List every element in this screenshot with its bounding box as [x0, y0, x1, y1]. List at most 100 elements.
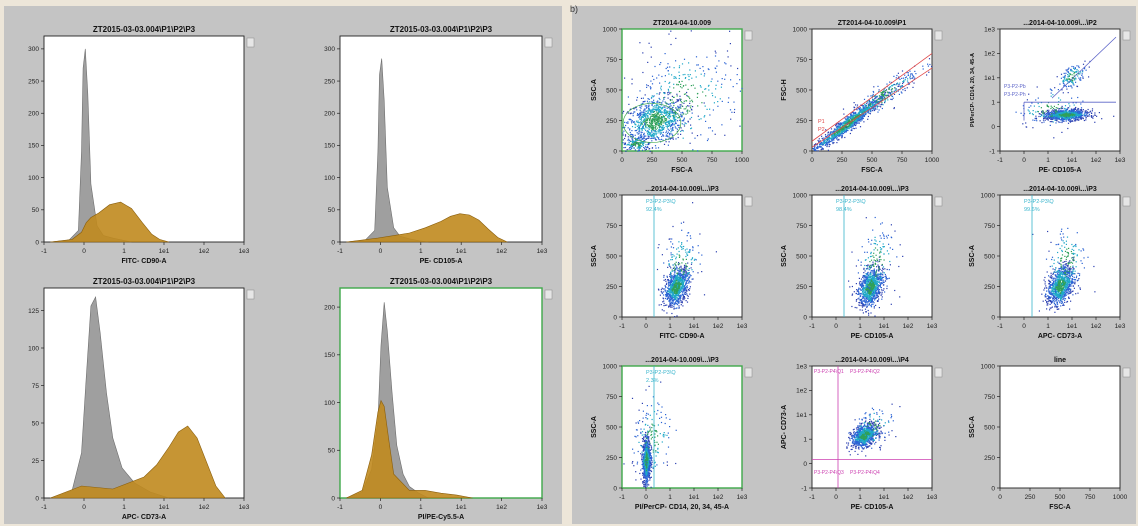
scatter-point — [898, 93, 900, 95]
scatter-point — [1048, 106, 1050, 108]
scatter-point — [673, 112, 675, 114]
scatter-point — [685, 288, 687, 290]
y-tick-label: 50 — [32, 207, 40, 214]
scatter-point — [625, 150, 627, 152]
scatter-point — [679, 279, 681, 281]
scatter-point — [647, 133, 649, 135]
scatter-point — [664, 108, 666, 110]
x-tick-label: -1 — [337, 248, 343, 255]
scatter-point — [853, 116, 855, 118]
scatter-point — [1048, 113, 1050, 115]
scatter-point — [683, 113, 685, 115]
scatter-point — [675, 77, 677, 79]
scatter-point — [1035, 111, 1037, 113]
scatter-point — [676, 93, 678, 95]
scatter-point — [854, 111, 856, 114]
scatter-point — [730, 79, 732, 81]
scatter-point — [887, 92, 889, 94]
scatter-point — [663, 92, 665, 94]
scatter-point — [683, 273, 685, 276]
scatter-point — [637, 128, 639, 130]
scatter-point — [660, 89, 662, 91]
scatter-point — [667, 278, 669, 281]
scatter-point — [1051, 121, 1053, 123]
scatter-point — [628, 142, 630, 144]
scatter-point — [637, 144, 640, 146]
scatter-point — [877, 111, 879, 113]
scatter-point — [1081, 112, 1083, 114]
x-tick-label: 1e3 — [1115, 157, 1126, 164]
scatter-point — [679, 288, 681, 290]
scatter-point — [854, 124, 856, 127]
scatter-point — [1043, 115, 1045, 117]
scatter-point — [1067, 119, 1069, 121]
scatter-point — [667, 121, 669, 123]
scatter-point — [667, 287, 669, 289]
scatter-point — [670, 128, 672, 130]
scatter-point — [1061, 113, 1064, 115]
scatter-point — [1076, 117, 1078, 119]
scatter-point — [638, 125, 640, 127]
scatter-point — [719, 98, 721, 100]
scatter-point — [847, 120, 850, 123]
scatter-point — [1058, 97, 1060, 99]
scatter-point — [853, 106, 855, 108]
scatter-point — [1061, 118, 1063, 120]
scatter-point — [634, 134, 636, 136]
scatter-point — [872, 99, 874, 101]
scatter-point — [850, 113, 852, 115]
scatter-point — [1060, 116, 1062, 118]
y-tick-label: 0 — [613, 148, 617, 155]
scatter-point — [854, 121, 856, 124]
scatter-point — [862, 110, 864, 112]
scatter-point — [839, 123, 841, 125]
scatter-point — [833, 142, 835, 144]
scatter-point — [675, 122, 677, 125]
scatter-point — [704, 105, 706, 107]
scatter-point — [654, 131, 656, 133]
scatter-point — [634, 137, 636, 139]
y-tick-label: 250 — [606, 118, 617, 125]
scatter-point — [702, 70, 705, 72]
scatter-point — [819, 140, 821, 142]
scatter-point — [653, 134, 655, 136]
scatter-point — [681, 105, 683, 107]
scatter-point — [851, 123, 853, 125]
scatter-point — [874, 101, 876, 104]
scatter-point — [651, 123, 654, 125]
scatter-point — [631, 126, 634, 128]
scatter-point — [1083, 112, 1086, 114]
scatter-point — [694, 137, 696, 139]
scatter-point — [646, 127, 648, 129]
scatter-point — [677, 294, 679, 297]
scatter-point — [872, 105, 874, 107]
scatter-point — [1046, 109, 1048, 111]
scatter-point — [678, 272, 680, 274]
scatter-point — [819, 143, 821, 145]
scatter-point — [1067, 74, 1069, 76]
scatter-point — [675, 113, 677, 116]
scatter-point — [841, 135, 843, 137]
scatter-point — [630, 147, 633, 149]
scatter-point — [669, 99, 671, 101]
scatter-point — [639, 134, 641, 136]
scatter-point — [1074, 117, 1076, 119]
scatter-point — [654, 129, 656, 131]
scatter-point — [628, 141, 630, 143]
scatter-point — [683, 245, 685, 248]
scatter-point — [678, 65, 681, 67]
scatter-point — [628, 148, 630, 150]
scatter-point — [675, 261, 677, 263]
scatter-point — [845, 129, 848, 131]
scatter-point — [1057, 117, 1059, 119]
scatter-point — [674, 297, 676, 300]
scatter-point — [662, 134, 664, 136]
scatter-point — [641, 135, 643, 137]
scatter-point — [652, 106, 654, 108]
scatter-point — [1050, 89, 1052, 91]
scatter-point — [671, 304, 673, 307]
scatter-point — [1069, 121, 1072, 123]
scatter-point — [679, 271, 681, 273]
scatter-point — [1078, 110, 1080, 112]
scatter-point — [1074, 108, 1076, 111]
